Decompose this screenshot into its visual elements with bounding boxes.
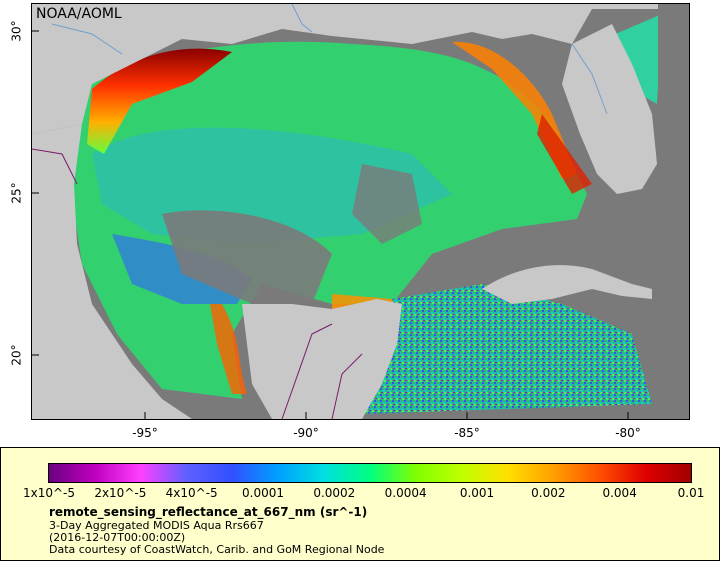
lon-label: -80°	[615, 426, 641, 440]
land-yucatan	[242, 299, 402, 419]
colorbar-tick-label: 0.001	[459, 486, 495, 500]
colorbar-tick-label: 1x10^-5	[22, 486, 76, 500]
colorbar-tick-label: 0.0002	[313, 486, 356, 500]
lat-label: 25°	[9, 182, 24, 204]
reflectance-map	[32, 4, 689, 419]
colorbar-tick-label: 4x10^-5	[165, 486, 218, 500]
colorbar-tick-label: 2x10^-5	[94, 486, 147, 500]
land-cuba	[482, 265, 652, 304]
lon-label: -85°	[454, 426, 480, 440]
land-florida	[562, 24, 657, 194]
lat-label: 20°	[9, 344, 24, 366]
map-area[interactable]: NOAA/AOML	[31, 3, 690, 420]
texas-louisiana-coast-band	[87, 48, 232, 155]
lat-label: 30°	[9, 20, 24, 42]
time-label: (2016-12-07T00:00:00Z)	[49, 531, 186, 544]
colorbar-tick-label: 0.01	[677, 486, 705, 500]
legend-panel: 1x10^-5 2x10^-5 4x10^-5 0.0001 0.0002 0.0004 0…	[0, 447, 720, 561]
colorbar-tick-label: 0.0004	[384, 486, 427, 500]
source-label: Data courtesy of CoastWatch, Carib. and …	[49, 543, 385, 556]
variable-title: remote_sensing_reflectance_at_667_nm (sr…	[49, 505, 368, 519]
lon-label: -90°	[293, 426, 319, 440]
product-name: 3-Day Aggregated MODIS Aqua Rrs667	[49, 519, 264, 532]
colorbar-tick-label: 0.004	[602, 486, 637, 500]
land-north-america	[32, 4, 689, 134]
colorbar-tick-label: 0.0001	[242, 486, 284, 500]
credit-label: NOAA/AOML	[36, 6, 122, 22]
colorbar	[48, 463, 692, 483]
lon-label: -95°	[132, 426, 158, 440]
land-mexico	[32, 124, 192, 419]
colorbar-tick-label: 0.002	[531, 486, 566, 500]
